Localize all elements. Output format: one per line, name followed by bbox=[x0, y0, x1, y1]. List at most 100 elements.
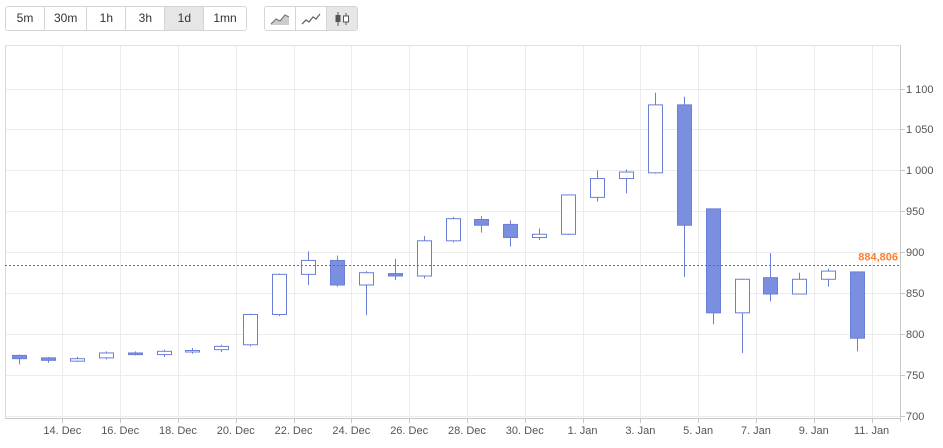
candle-body-24 bbox=[706, 208, 721, 314]
candle-series[interactable] bbox=[12, 92, 865, 365]
candle-body-3 bbox=[99, 352, 114, 359]
candle-11 bbox=[330, 255, 345, 287]
x-tick-label-9: 1. Jan bbox=[568, 425, 598, 437]
candle-body-27 bbox=[792, 278, 807, 295]
area-chart-button[interactable] bbox=[264, 7, 296, 30]
candle-body-22 bbox=[648, 104, 663, 174]
candle-10 bbox=[301, 251, 316, 285]
candle-body-28 bbox=[821, 270, 836, 280]
candle-body-16 bbox=[474, 219, 489, 226]
candle-body-14 bbox=[417, 240, 432, 277]
candle-4 bbox=[128, 351, 143, 356]
candle-body-11 bbox=[330, 259, 345, 286]
x-tick-label-8: 30. Dec bbox=[506, 425, 544, 437]
toolbar: 5m 30m 1h 3h 1d 1mn bbox=[5, 6, 358, 31]
candle-13 bbox=[388, 258, 403, 281]
last-price-indicator: 884,806 bbox=[5, 252, 900, 266]
last-price-label: 884,806 bbox=[858, 252, 898, 264]
x-tick-label-5: 24. Dec bbox=[332, 425, 370, 437]
timeframe-30m-button[interactable]: 30m bbox=[45, 7, 88, 30]
candle-17 bbox=[503, 220, 518, 247]
area-chart-icon bbox=[270, 13, 289, 25]
candle-15 bbox=[446, 217, 461, 243]
x-tick-label-0: 14. Dec bbox=[43, 425, 81, 437]
candle-9 bbox=[272, 273, 287, 317]
candle-body-20 bbox=[590, 178, 605, 198]
y-tick-label-7: 1 050 bbox=[906, 124, 934, 136]
x-tick-label-2: 18. Dec bbox=[159, 425, 197, 437]
x-tick-label-7: 28. Dec bbox=[448, 425, 486, 437]
candlestick-chart-button[interactable] bbox=[326, 7, 357, 30]
candle-body-26 bbox=[763, 277, 778, 295]
candle-body-17 bbox=[503, 223, 518, 239]
timeframe-5m-button[interactable]: 5m bbox=[6, 7, 45, 30]
candle-27 bbox=[792, 272, 807, 295]
candle-25 bbox=[735, 278, 750, 353]
axes bbox=[5, 45, 905, 423]
candle-body-19 bbox=[561, 194, 576, 235]
candle-body-12 bbox=[359, 272, 374, 286]
candle-21 bbox=[619, 169, 634, 194]
timeframe-1h-button[interactable]: 1h bbox=[87, 7, 127, 30]
candle-body-8 bbox=[243, 313, 258, 346]
candle-16 bbox=[474, 216, 489, 233]
candlestick-icon bbox=[335, 11, 349, 26]
candle-5 bbox=[157, 349, 172, 358]
y-tick-label-3: 850 bbox=[906, 288, 924, 300]
x-tick-label-1: 16. Dec bbox=[101, 425, 139, 437]
candle-0 bbox=[12, 354, 27, 365]
x-tick-label-10: 3. Jan bbox=[625, 425, 655, 437]
line-chart-button[interactable] bbox=[295, 7, 327, 30]
candle-body-10 bbox=[301, 259, 316, 275]
timeframe-1d-button[interactable]: 1d bbox=[165, 7, 205, 30]
x-tick-label-11: 5. Jan bbox=[683, 425, 713, 437]
candle-18 bbox=[532, 228, 547, 240]
chart-type-selector bbox=[263, 6, 358, 31]
y-tick-label-1: 750 bbox=[906, 370, 924, 382]
grid-lines bbox=[5, 45, 900, 418]
y-tick-label-5: 950 bbox=[906, 206, 924, 218]
candle-19 bbox=[561, 194, 576, 236]
y-axis-labels: 700 750 800 850 900 950 1 000 1 050 1 100 bbox=[906, 84, 934, 423]
y-tick-label-2: 800 bbox=[906, 329, 924, 341]
x-tick-label-4: 22. Dec bbox=[275, 425, 313, 437]
candle-7 bbox=[214, 344, 229, 353]
y-tick-label-4: 900 bbox=[906, 247, 924, 259]
candle-14 bbox=[417, 235, 432, 279]
candle-26 bbox=[763, 253, 778, 302]
x-tick-label-3: 20. Dec bbox=[217, 425, 255, 437]
x-axis-labels: 14. Dec 16. Dec 18. Dec 20. Dec 22. Dec 24. D… bbox=[43, 425, 889, 437]
x-tick-label-6: 26. Dec bbox=[390, 425, 428, 437]
candle-29 bbox=[850, 271, 865, 352]
candle-body-2 bbox=[70, 358, 85, 362]
y-tick-label-8: 1 100 bbox=[906, 84, 934, 96]
timeframe-1mn-button[interactable]: 1mn bbox=[204, 7, 246, 30]
y-tick-label-0: 700 bbox=[906, 411, 924, 423]
candle-body-4 bbox=[128, 352, 143, 356]
candle-12 bbox=[359, 271, 374, 316]
timeframe-3h-button[interactable]: 3h bbox=[126, 7, 166, 30]
candle-8 bbox=[243, 313, 258, 347]
candle-body-29 bbox=[850, 271, 865, 339]
candle-20 bbox=[590, 170, 605, 202]
candle-body-7 bbox=[214, 345, 229, 351]
candle-3 bbox=[99, 351, 114, 360]
candle-body-23 bbox=[677, 104, 692, 226]
candle-body-1 bbox=[41, 357, 56, 361]
candle-22 bbox=[648, 92, 663, 174]
candle-body-9 bbox=[272, 273, 287, 315]
timeframe-selector: 5m 30m 1h 3h 1d 1mn bbox=[5, 6, 247, 31]
candle-body-6 bbox=[185, 350, 200, 353]
candle-body-15 bbox=[446, 218, 461, 242]
x-tick-label-13: 9. Jan bbox=[799, 425, 829, 437]
candle-2 bbox=[70, 357, 85, 362]
candle-28 bbox=[821, 268, 836, 287]
y-tick-label-6: 1 000 bbox=[906, 165, 934, 177]
candle-1 bbox=[41, 357, 56, 363]
line-chart-icon bbox=[301, 13, 321, 24]
candle-body-13 bbox=[388, 273, 403, 277]
candle-body-25 bbox=[735, 278, 750, 314]
candle-24 bbox=[706, 208, 721, 325]
candle-body-18 bbox=[532, 233, 547, 239]
